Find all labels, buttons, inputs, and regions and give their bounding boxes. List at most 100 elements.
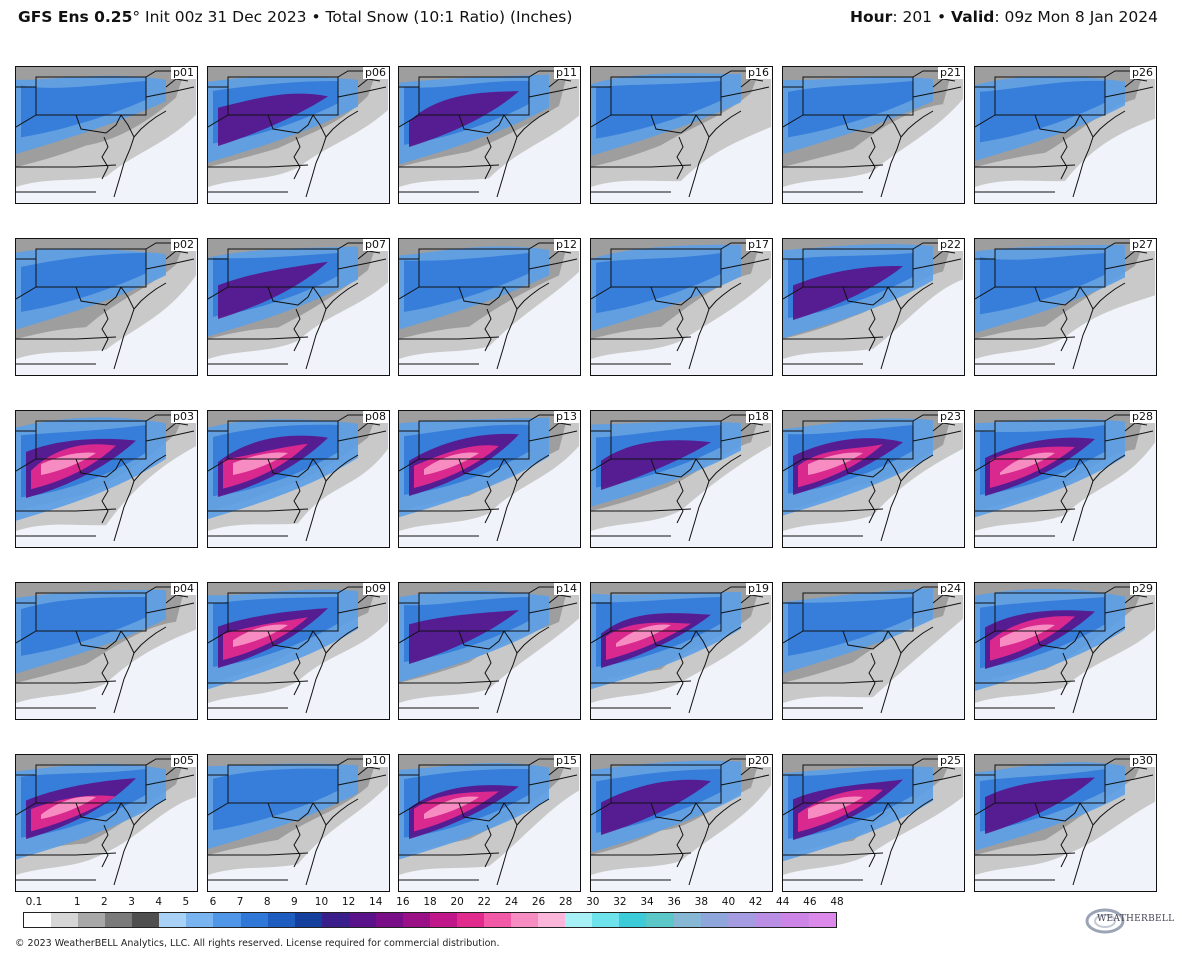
legend-color-cell — [808, 913, 836, 927]
legend-tick-label: 16 — [396, 896, 410, 908]
panel-label: p26 — [1130, 66, 1155, 79]
panel-label: p08 — [363, 410, 388, 423]
panel-label: p10 — [363, 754, 388, 767]
ensemble-panel: p30 — [974, 754, 1157, 892]
panel-label: p02 — [171, 238, 196, 251]
model-name: GFS Ens 0.25 — [18, 8, 133, 26]
legend-color-cell — [78, 913, 106, 927]
legend-color-cell — [159, 913, 187, 927]
legend-tick-labels: 0.1 1 2 3 4 5 6 7 8 9 10 12 14 16 18 20 22 24 26 28 30 32 34 36… — [14, 896, 844, 910]
panel-label: p09 — [363, 582, 388, 595]
ensemble-panel: p29 — [974, 582, 1157, 720]
legend-tick-label: 0.1 — [25, 896, 43, 908]
legend-color-bar — [23, 912, 837, 928]
ensemble-panel: p03 — [15, 410, 198, 548]
ensemble-panel: p25 — [782, 754, 965, 892]
panel-label: p24 — [938, 582, 963, 595]
ensemble-panel: p23 — [782, 410, 965, 548]
ensemble-panel: p20 — [590, 754, 773, 892]
legend-tick-label: 9 — [290, 896, 298, 908]
panel-label: p05 — [171, 754, 196, 767]
legend-color-cell — [294, 913, 322, 927]
ensemble-panel: p17 — [590, 238, 773, 376]
ensemble-panel: p07 — [207, 238, 390, 376]
legend-tick-label: 42 — [748, 896, 763, 908]
legend-color-cell — [646, 913, 674, 927]
panel-label: p27 — [1130, 238, 1155, 251]
legend-tick-label: 38 — [694, 896, 709, 908]
logo-text: WEATHERBELL — [1097, 914, 1175, 924]
legend-tick-label: 7 — [236, 896, 244, 908]
ensemble-panel: p21 — [782, 66, 965, 204]
legend-tick-label: 20 — [450, 896, 464, 908]
valid-time: Hour: 201 • Valid: 09z Mon 8 Jan 2024 — [850, 8, 1158, 26]
legend-color-cell — [754, 913, 782, 927]
legend-color-cell — [700, 913, 728, 927]
ensemble-panel: p22 — [782, 238, 965, 376]
legend-tick-label: 32 — [613, 896, 627, 908]
legend-color-cell — [781, 913, 809, 927]
ensemble-panel: p16 — [590, 66, 773, 204]
legend-tick-label: 3 — [128, 896, 135, 908]
panel-label: p19 — [746, 582, 771, 595]
legend-color-cell — [24, 913, 52, 927]
legend-color-cell — [105, 913, 133, 927]
ensemble-panel: p26 — [974, 66, 1157, 204]
ensemble-panel: p02 — [15, 238, 198, 376]
ensemble-panel: p15 — [398, 754, 581, 892]
panel-label: p11 — [554, 66, 579, 79]
panel-label: p29 — [1130, 582, 1155, 595]
panel-label: p03 — [171, 410, 196, 423]
degree-symbol: ° — [132, 8, 141, 26]
panel-label: p13 — [554, 410, 579, 423]
product-name: Total Snow (10:1 Ratio) (Inches) — [325, 8, 573, 26]
panel-label: p25 — [938, 754, 963, 767]
legend-color-cell — [565, 913, 593, 927]
legend-color-cell — [402, 913, 430, 927]
panel-label: p20 — [746, 754, 771, 767]
panel-label: p23 — [938, 410, 963, 423]
legend-tick-label: 30 — [586, 896, 600, 908]
ensemble-panel: p05 — [15, 754, 198, 892]
ensemble-panel: p18 — [590, 410, 773, 548]
panel-label: p01 — [171, 66, 196, 79]
legend-tick-label: 14 — [369, 896, 383, 908]
legend-tick-label: 34 — [640, 896, 654, 908]
legend-tick-label: 18 — [423, 896, 437, 908]
legend-tick-label: 10 — [314, 896, 329, 908]
legend-tick-label: 44 — [776, 896, 790, 908]
legend-color-cell — [375, 913, 403, 927]
legend-tick-label: 8 — [263, 896, 271, 908]
ensemble-panel-grid: p01 p06 p11 p16 p21 p26 p02 p07 p12 p17 p22 p27 p03 p… — [15, 66, 1157, 892]
panel-label: p22 — [938, 238, 963, 251]
legend-color-cell — [538, 913, 566, 927]
legend-color-cell — [186, 913, 214, 927]
legend-color-cell — [511, 913, 539, 927]
legend-tick-label: 22 — [477, 896, 491, 908]
legend-tick-label: 5 — [182, 896, 190, 908]
copyright-notice: © 2023 WeatherBELL Analytics, LLC. All r… — [15, 938, 500, 949]
panel-label: p18 — [746, 410, 771, 423]
panel-label: p07 — [363, 238, 388, 251]
init-time: Init 00z 31 Dec 2023 — [140, 8, 307, 26]
legend-color-cell — [592, 913, 620, 927]
legend-color-cell — [484, 913, 512, 927]
panel-label: p15 — [554, 754, 579, 767]
valid-value: : 09z Mon 8 Jan 2024 — [994, 8, 1158, 26]
legend-color-cell — [51, 913, 79, 927]
ensemble-panel: p11 — [398, 66, 581, 204]
legend-tick-label: 26 — [531, 896, 546, 908]
ensemble-panel: p14 — [398, 582, 581, 720]
legend-tick-label: 46 — [803, 896, 817, 908]
panel-label: p04 — [171, 582, 196, 595]
legend-color-cell — [673, 913, 701, 927]
panel-label: p06 — [363, 66, 388, 79]
ensemble-panel: p13 — [398, 410, 581, 548]
map-title: GFS Ens 0.25° Init 00z 31 Dec 2023 • Tot… — [18, 8, 572, 26]
panel-label: p12 — [554, 238, 579, 251]
hour-value: : 201 — [892, 8, 933, 26]
valid-label: Valid — [951, 8, 995, 26]
panel-label: p17 — [746, 238, 771, 251]
legend-tick-label: 48 — [830, 896, 844, 908]
legend-tick-label: 4 — [155, 896, 162, 908]
